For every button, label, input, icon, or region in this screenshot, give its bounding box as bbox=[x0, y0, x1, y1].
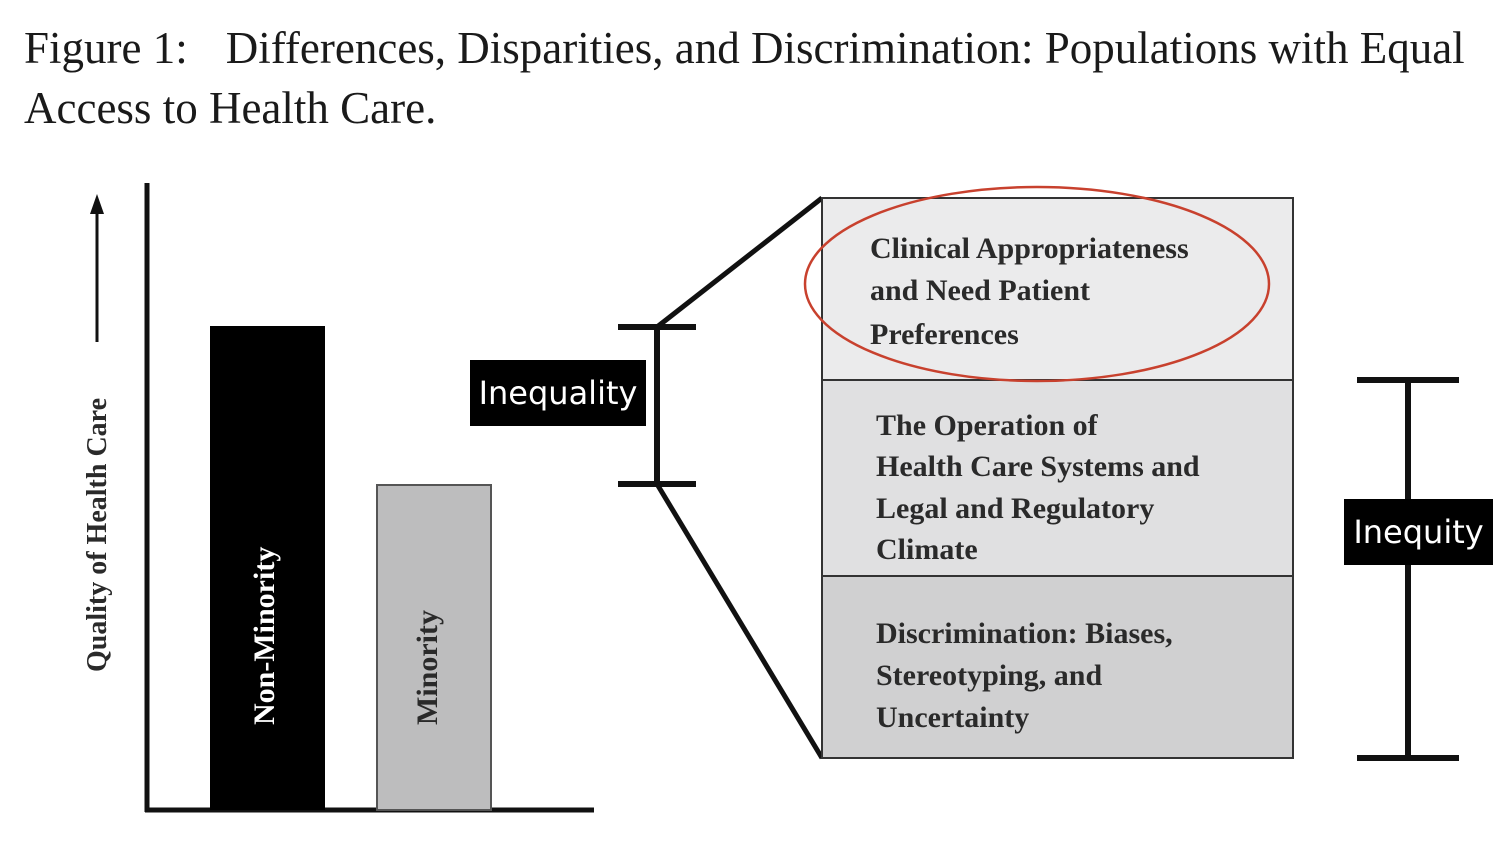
stack-box-clinical bbox=[821, 197, 1294, 381]
stack-line: The Operation of bbox=[876, 409, 1099, 442]
y-axis-label: Quality of Health Care bbox=[82, 398, 113, 672]
y-axis-label-group: Quality of Health Care bbox=[82, 194, 113, 672]
highlight-ellipse bbox=[803, 185, 1271, 383]
figure-title-text: Differences, Disparities, and Discrimina… bbox=[24, 23, 1465, 133]
bar-label-non-minority: Non-Minority bbox=[248, 547, 281, 725]
inequity-label: Inequity bbox=[1344, 499, 1493, 565]
stack-line: and Need Patient bbox=[870, 274, 1090, 307]
stack-line: Health Care Systems and bbox=[876, 450, 1200, 483]
bar-minority bbox=[376, 484, 492, 811]
stack-text-discrimination: Discrimination: Biases, Stereotyping, an… bbox=[876, 617, 1180, 734]
zoom-line-top bbox=[655, 196, 824, 329]
stack-line: Legal and Regulatory bbox=[876, 492, 1154, 525]
bar-label-minority: Minority bbox=[411, 610, 444, 725]
bar-non-minority bbox=[210, 326, 325, 810]
stack-line: Uncertainty bbox=[876, 701, 1029, 734]
figure-title: Figure 1: Differences, Disparities, and D… bbox=[24, 18, 1484, 138]
stack-text-operation: The Operation of Health Care Systems and… bbox=[876, 409, 1207, 566]
inequality-label: Inequality bbox=[470, 360, 646, 426]
stack-text-clinical: Clinical Appropriateness and Need Patien… bbox=[870, 232, 1196, 351]
arrow-up-icon bbox=[90, 194, 104, 214]
zoom-line-bottom bbox=[654, 482, 825, 760]
stack-line: Climate bbox=[876, 533, 978, 566]
stack-line: Clinical Appropriateness bbox=[870, 232, 1189, 265]
stack-line: Discrimination: Biases, bbox=[876, 617, 1173, 650]
stack-box-discrimination bbox=[821, 575, 1294, 759]
figure-label: Figure 1: bbox=[24, 23, 188, 73]
stack-line: Stereotyping, and bbox=[876, 659, 1102, 692]
stack-line: Preferences bbox=[870, 318, 1019, 351]
inequity-bracket bbox=[1357, 377, 1459, 761]
